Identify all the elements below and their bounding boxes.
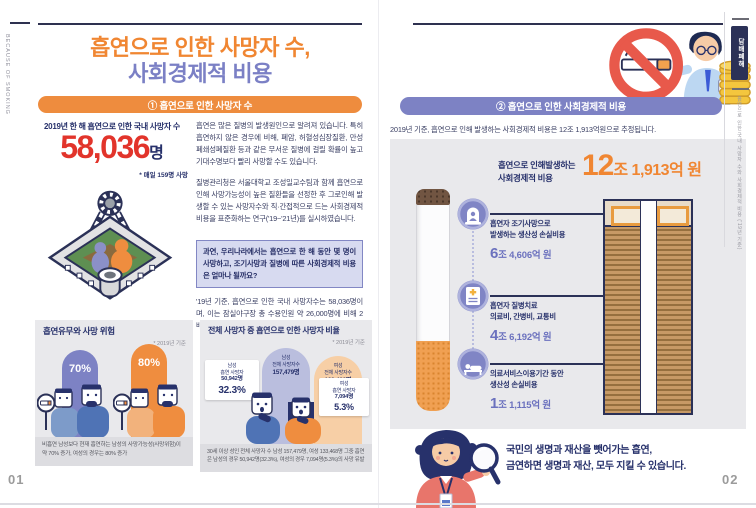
money-stack-illustration: [603, 199, 693, 415]
right-edge-vertical-text: 흡연으로 인한 국내 사망자 수와 사회경제적 비용 ('19년 기준): [736, 96, 742, 250]
cost-infographic-box: 흡연으로 인해발생하는 사회경제적 비용 12조 1,913억 원: [390, 139, 746, 429]
cost-item-2: 흡연자 질병치료 의료비, 간병비, 교통비 4조 6,192억 원: [490, 301, 608, 347]
male-smoker-value: 50,942명: [221, 376, 243, 382]
cost-box-header: 흡연으로 인해발생하는 사회경제적 비용: [498, 159, 576, 185]
ratio-chart-caption-strip: 30세 이상 성인 전체 사망자 수 남성 157,479명, 여성 133,4…: [200, 444, 372, 472]
edge-badge: 담배폐해: [731, 26, 748, 80]
total-cost-rest: 조 1,913억 원: [613, 162, 702, 179]
female-smoker-label-1: 여성: [339, 381, 349, 387]
cost-item-3: 의료서비스이용기간 동안 생산성 손실비용 1조 1,115억 원: [490, 369, 608, 415]
section-pill-deaths: ① 흡연으로 인한 사망자 수: [38, 96, 362, 113]
cost-item-2-line1: 흡연자 질병치료: [490, 301, 538, 310]
cost-item-1-amount: 조 4,606억 원: [498, 249, 552, 261]
female-smoker-label-2: 흡연 사망자: [332, 387, 356, 394]
man-woman-illustration: [246, 392, 321, 444]
hospital-bed-icon: [457, 348, 489, 380]
deaths-stat-note: * 매일 159명 사망: [139, 172, 188, 179]
risk-chart-card: 흡연유무와 사망 위험 * 2019년 기준 70% 80%: [35, 320, 193, 466]
closing-message-line2: 금연하면 생명과 재산, 모두 지킬 수 있습니다.: [506, 460, 687, 472]
cost-item-2-amount-big: 4: [490, 326, 499, 344]
connector-line-3: [490, 363, 608, 365]
cost-item-1-amount-big: 6: [490, 244, 499, 262]
cost-item-1: 흡연자 조기사망으로 발생하는 생산성 손실비용 6조 4,606억 원: [490, 219, 608, 265]
page-fold-divider: [378, 0, 379, 508]
ratio-chart-note: * 2019년 기준: [332, 340, 365, 346]
female-smoker-value: 7,094명: [334, 394, 354, 400]
female-smoker-box: 여성 흡연 사망자 7,094명 5.3%: [319, 378, 369, 417]
cost-item-1-line2: 발생하는 생산성 손실비용: [490, 229, 566, 239]
medical-record-icon: [457, 280, 489, 312]
page-title-line2: 사회경제적 비용: [128, 60, 272, 86]
cost-item-3-line2: 생산성 손실비용: [490, 379, 538, 389]
no-smoking-icon: [609, 28, 684, 102]
ratio-chart-card: 전체 사망자 중 흡연으로 인한 사망자 비율 * 2019년 기준 남성 전체…: [200, 320, 372, 472]
section-pill-costs: ② 흡연으로 인한 사회경제적 비용: [400, 97, 722, 115]
page-number-right: 02: [722, 472, 739, 487]
risk-chart-note: * 2019년 기준: [153, 341, 186, 347]
cigarette-illustration: [416, 189, 450, 411]
page-title: 흡연으로 인한 사망자 수, 사회경제적 비용: [38, 35, 362, 87]
question-box: 과연, 우리나라에서는 흡연으로 한 해 동안 몇 명이 사망하고, 조기사망과…: [196, 240, 363, 288]
male-smoker-pct: 32.3%: [218, 384, 246, 396]
cost-item-1-line1: 흡연자 조기사망으로: [490, 219, 551, 228]
costs-intro-text: 2019년 기준, 흡연으로 인해 발생하는 사회경제적 비용은 12조 1,9…: [390, 125, 656, 134]
male-smoker-box: 남성 흡연 사망자 50,942명 32.3%: [205, 360, 259, 400]
female-total-label-2: 전체 사망자수: [324, 369, 352, 376]
closing-message-line1: 국민의 생명과 재산을 뺏어가는 흡연,: [506, 445, 652, 456]
cost-item-2-line2: 의료비, 간병비, 교통비: [490, 311, 556, 321]
deaths-stat-number-row: 58,036명: [33, 129, 191, 166]
connector-line-1: [490, 213, 608, 215]
left-edge-dash: [10, 22, 30, 24]
smokers-female-illustration: [113, 384, 185, 438]
closing-message: 국민의 생명과 재산을 뺏어가는 흡연, 금연하면 생명과 재산, 모두 지킬 …: [506, 443, 741, 474]
tombstone-icon: [457, 198, 489, 230]
cost-item-3-line1: 의료서비스이용기간 동안: [490, 369, 564, 378]
left-edge-vertical-text: BECAUSE OF SMOKING: [4, 34, 10, 115]
left-top-rule: [38, 23, 362, 25]
risk-chart-caption: 비흡연 남성보다 현재 흡연하는 남성의 사망가능성(사망위험)이 약 70% …: [42, 442, 181, 457]
deaths-stat-number: 58,036: [60, 129, 150, 165]
page-title-line1: 흡연으로 인한 사망자 수,: [90, 35, 310, 60]
connector-line-2: [490, 295, 608, 297]
risk-chart-caption-strip: 비흡연 남성보다 현재 흡연하는 남성의 사망가능성(사망위험)이 약 70% …: [35, 437, 193, 466]
cost-box-header-line1: 흡연으로 인해발생하는: [498, 160, 576, 170]
right-top-rule: [413, 23, 723, 25]
page-number-left: 01: [8, 472, 25, 487]
cost-item-3-amount-big: 1: [490, 394, 499, 412]
total-cost: 12조 1,913억 원: [582, 149, 702, 183]
baseball-stadium-illustration: [47, 190, 173, 300]
edge-badge-label: 담배폐해: [736, 38, 744, 68]
cost-item-2-amount: 조 6,192억 원: [498, 331, 552, 343]
female-smoker-pct: 5.3%: [334, 401, 354, 412]
right-edge-line: [724, 12, 725, 247]
total-cost-big: 12: [582, 149, 614, 182]
cost-box-header-line2: 사회경제적 비용: [498, 172, 553, 183]
risk-chart-title: 흡연유무와 사망 위험: [43, 326, 115, 336]
study-paragraph: 질병관리청은 서울대학교 조성일교수팀과 함께 흡연으로 인해 사망가능성이 높…: [196, 178, 363, 223]
woman-magnifier-illustration: [415, 430, 501, 508]
female-total-label-1: 여성: [333, 363, 343, 369]
male-total-label-1: 남성: [281, 355, 291, 361]
ratio-chart-caption: 30세 이상 성인 전체 사망자 수 남성 157,479명, 여성 133,4…: [207, 449, 365, 464]
risk-bar-female-value: 80%: [137, 357, 161, 369]
cost-item-3-amount: 조 1,115억 원: [498, 399, 551, 411]
ratio-chart-title: 전체 사망자 중 흡연으로 인한 사망자 비율: [208, 326, 340, 335]
right-edge-dash-2: [732, 88, 749, 90]
deaths-stat-label: 2019년 한 해 흡연으로 인한 국내 사망자 수: [44, 122, 180, 131]
male-smoker-label-2: 흡연 사망자: [220, 369, 244, 376]
right-edge-dash-1: [732, 18, 749, 20]
intro-paragraph: 흡연은 많은 질병의 발생원인으로 알려져 있습니다. 특히 흡연하지 않은 경…: [196, 121, 363, 166]
male-smoker-label-1: 남성: [227, 363, 237, 369]
bottom-edge-line: [0, 503, 756, 505]
deaths-stat-unit: 명: [149, 145, 164, 162]
risk-bar-male-value: 70%: [68, 363, 92, 375]
male-total-value: 157,479명: [272, 368, 300, 376]
male-total-label-2: 전체 사망자수: [272, 361, 300, 368]
smokers-male-illustration: [37, 384, 109, 438]
